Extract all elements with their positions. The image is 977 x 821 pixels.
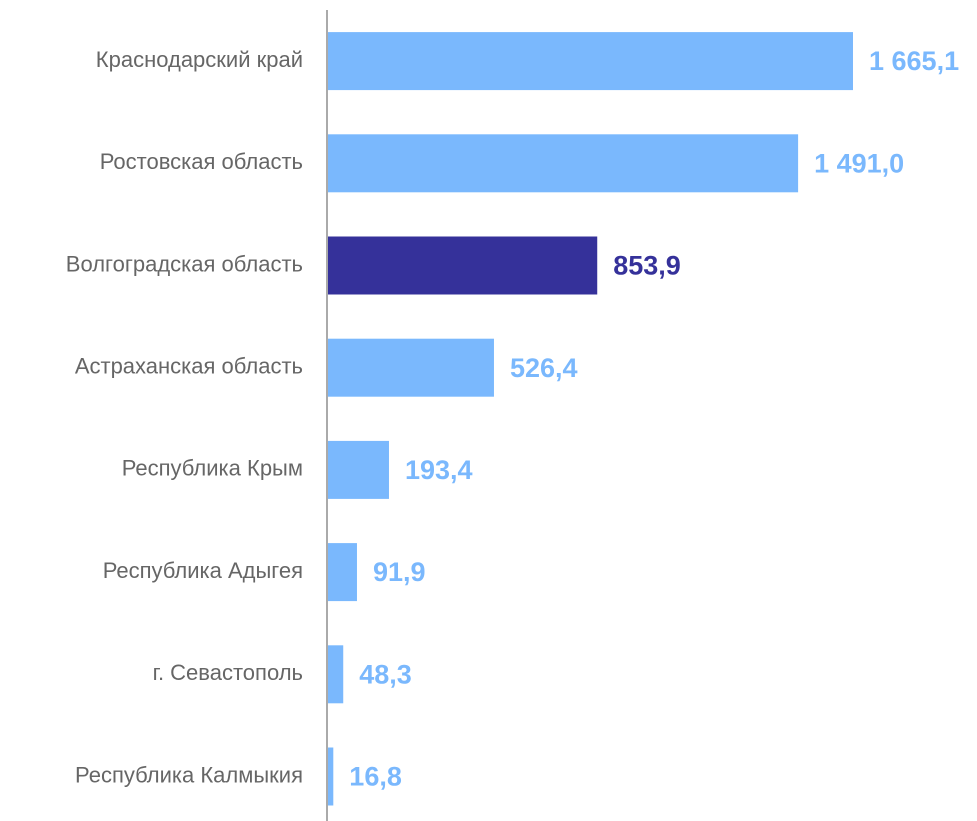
category-label: Республика Адыгея xyxy=(103,558,303,583)
value-label: 91,9 xyxy=(373,557,426,587)
bar xyxy=(328,134,799,193)
bar xyxy=(328,236,598,295)
bar xyxy=(328,543,357,602)
category-label: Волгоградская область xyxy=(66,251,303,276)
category-label: г. Севастополь xyxy=(153,660,303,685)
value-label: 193,4 xyxy=(405,455,473,485)
category-label: Краснодарский край xyxy=(96,47,303,72)
category-label: Ростовская область xyxy=(100,149,303,174)
bar xyxy=(328,32,853,91)
value-label: 16,8 xyxy=(349,762,402,792)
category-label: Астраханская область xyxy=(75,354,303,379)
value-label: 1 665,1 xyxy=(869,46,959,76)
value-label: 526,4 xyxy=(510,353,578,383)
category-label: Республика Калмыкия xyxy=(75,762,303,787)
bar xyxy=(328,440,389,499)
bar xyxy=(328,645,344,704)
bar xyxy=(328,747,334,806)
bar xyxy=(328,338,494,397)
value-label: 853,9 xyxy=(613,251,681,281)
value-label: 48,3 xyxy=(359,659,412,689)
value-label: 1 491,0 xyxy=(814,148,904,178)
category-label: Республика Крым xyxy=(122,456,303,481)
